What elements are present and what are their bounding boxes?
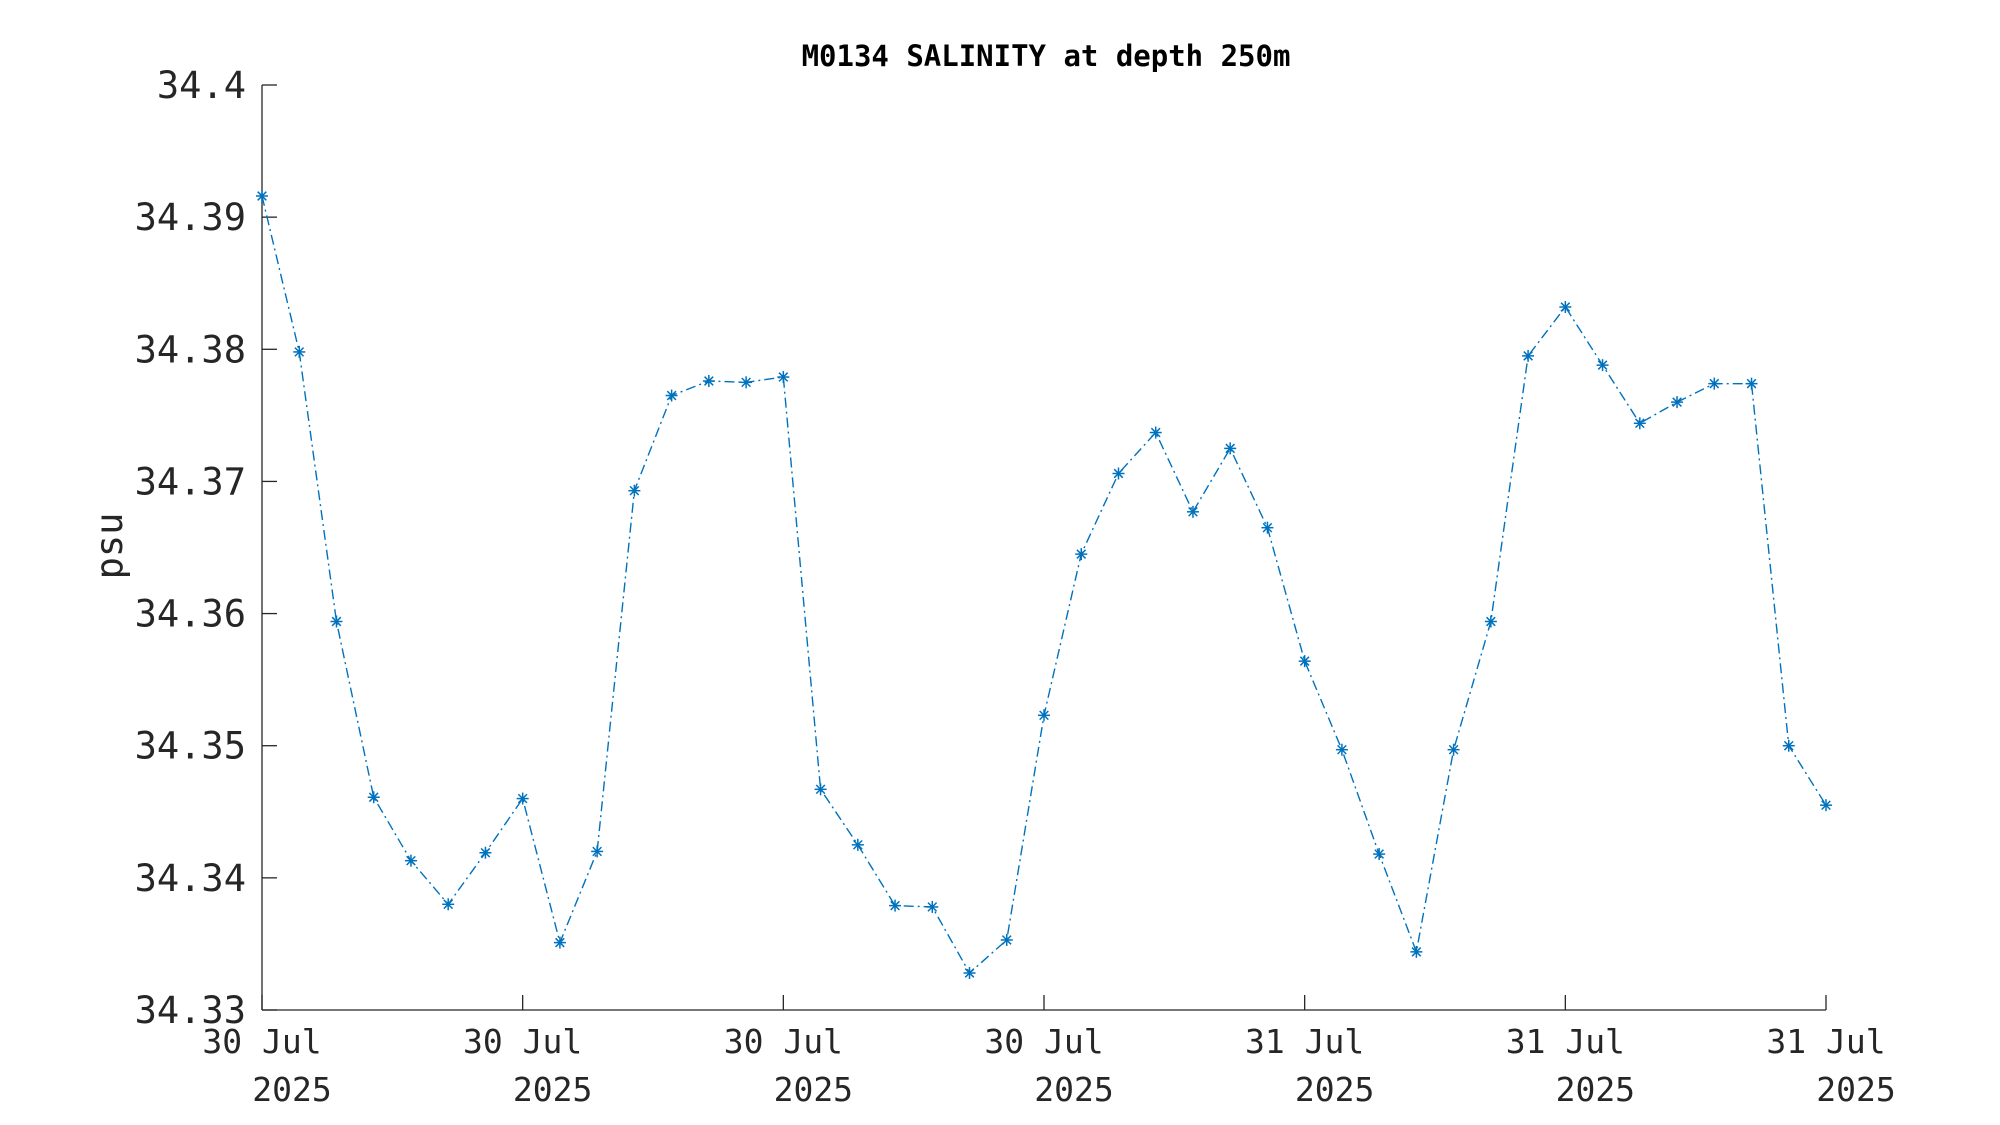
series-line: [261, 195, 1827, 975]
data-point: [1112, 467, 1125, 480]
data-point: [740, 376, 753, 389]
data-point: [553, 936, 566, 949]
data-point: [1000, 933, 1013, 946]
y-ticks: 34.33 34.34 34.35 34.36 34.37 34.38 34.39 34.4: [135, 64, 277, 1032]
x-tick-label: 31 Jul: [1506, 1022, 1625, 1061]
data-point: [442, 898, 455, 911]
data-point: [1596, 359, 1609, 372]
data-point: [1186, 505, 1199, 518]
data-point: [777, 371, 790, 384]
data-point: [1298, 655, 1311, 668]
x-tick-label-year: 2025: [1816, 1070, 1895, 1109]
data-point: [665, 389, 678, 402]
data-point: [926, 900, 939, 913]
y-tick-label: 34.37: [135, 460, 246, 503]
y-tick-label: 34.34: [135, 857, 246, 900]
data-point: [1038, 709, 1050, 722]
x-tick-label: 30 Jul: [984, 1022, 1103, 1061]
data-point: [963, 967, 976, 979]
data-point: [1745, 377, 1758, 390]
data-point: [1373, 848, 1386, 861]
y-axis-label: psu: [88, 513, 131, 580]
data-point: [1410, 945, 1423, 958]
data-point: [1261, 521, 1274, 534]
y-tick-label: 34.39: [135, 196, 246, 239]
data-point: [1335, 743, 1348, 756]
data-point: [1484, 615, 1497, 628]
y-tick-label: 34.33: [135, 989, 246, 1032]
data-point: [1149, 426, 1162, 439]
data-point: [256, 190, 268, 202]
data-point: [516, 792, 529, 805]
x-tick-label-year: 2025: [1295, 1070, 1374, 1109]
data-point: [1447, 743, 1460, 756]
data-point: [702, 375, 715, 387]
x-tick-label-year: 2025: [774, 1070, 853, 1109]
data-point: [889, 899, 902, 912]
data-point: [1708, 377, 1721, 390]
data-point: [367, 791, 380, 804]
data-point: [479, 846, 492, 859]
x-tick-label: 31 Jul: [1245, 1022, 1364, 1061]
data-point: [293, 345, 306, 358]
data-point: [1522, 349, 1535, 362]
y-tick-label: 34.4: [157, 64, 246, 107]
data-point: [1782, 739, 1795, 752]
data-point: [1559, 301, 1572, 313]
chart-title: M0134 SALINITY at depth 250m: [802, 39, 1291, 73]
data-point: [1075, 548, 1088, 561]
data-point: [1820, 799, 1832, 812]
data-point: [404, 854, 417, 867]
y-tick-label: 34.38: [135, 328, 246, 371]
x-tick-label: 31 Jul: [1766, 1022, 1885, 1061]
x-tick-label: 30 Jul: [463, 1022, 582, 1061]
axes: [261, 85, 1826, 1011]
data-point: [814, 783, 827, 796]
data-point: [1224, 442, 1237, 455]
x-ticks: 30 Jul 2025 30 Jul 2025 30 Jul 2025 30 Jul 2025…: [202, 995, 1896, 1109]
x-tick-label-year: 2025: [1556, 1070, 1635, 1109]
data-point: [591, 845, 604, 858]
plot-area: [256, 190, 1832, 979]
x-tick-label-year: 2025: [252, 1070, 331, 1109]
y-tick-label: 34.36: [135, 593, 246, 636]
x-tick-label: 30 Jul: [724, 1022, 843, 1061]
y-tick-label: 34.35: [135, 725, 246, 768]
data-point: [1671, 396, 1684, 409]
x-tick-label-year: 2025: [513, 1070, 592, 1109]
x-tick-label: 30 Jul: [202, 1022, 321, 1061]
data-point: [851, 838, 864, 851]
x-tick-label-year: 2025: [1034, 1070, 1113, 1109]
data-point: [628, 484, 641, 497]
data-point: [330, 615, 343, 628]
data-point: [1633, 417, 1646, 430]
